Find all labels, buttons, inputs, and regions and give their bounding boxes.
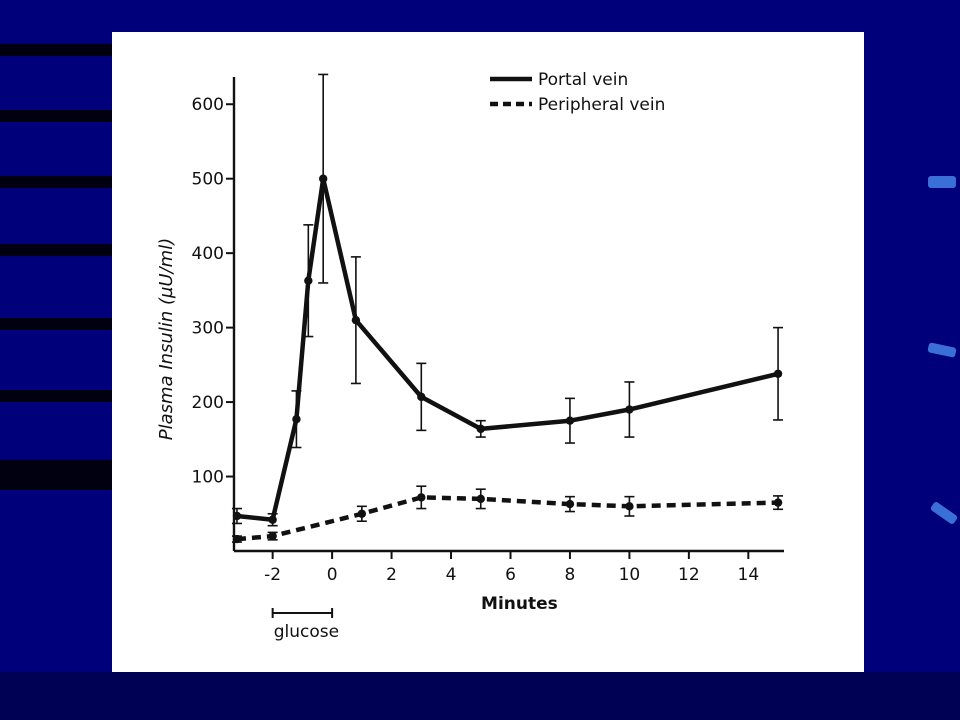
peripheral-vein-point: [773, 498, 783, 507]
portal-vein-point: [351, 315, 361, 325]
x-tick-label: 0: [327, 565, 338, 585]
portal-vein-point: [304, 276, 313, 285]
portal-vein-line: [236, 176, 779, 522]
background-stripe: [0, 110, 112, 122]
background-stripe: [0, 318, 112, 330]
x-tick-label: 4: [446, 565, 457, 585]
portal-vein-point: [268, 515, 277, 524]
decorative-accent-bar: [927, 342, 957, 358]
y-tick-label: 200: [192, 393, 224, 413]
peripheral-vein-point: [565, 499, 575, 509]
background-stripe: [0, 44, 112, 56]
decorative-accent-bar: [929, 500, 959, 526]
figure-panel: 100 200 300 400 500 600 -2 0 2 4 6 8 10 12 14 Portal v…: [112, 32, 864, 672]
x-tick-label: 6: [505, 565, 516, 585]
x-tick-label: 8: [565, 565, 576, 585]
background-stripe: [0, 390, 112, 402]
portal-vein-point: [318, 174, 328, 183]
glucose-annotation-label: glucose: [274, 622, 339, 642]
x-tick-label: -2: [264, 565, 281, 585]
portal-vein-point: [292, 415, 301, 424]
peripheral-vein-point: [357, 509, 367, 518]
y-tick-label: 100: [192, 468, 224, 488]
portal-vein-point: [232, 511, 242, 521]
portal-vein-point: [476, 424, 485, 434]
portal-vein-point: [565, 416, 575, 425]
peripheral-vein-point: [232, 534, 242, 544]
y-tick-label: 600: [192, 95, 224, 115]
portal-vein-point: [417, 392, 426, 402]
x-tick-label: 2: [386, 565, 397, 585]
x-tick-label: 10: [619, 565, 641, 585]
peripheral-vein-point: [625, 502, 634, 511]
background-band: [0, 672, 960, 720]
portal-vein-point: [773, 369, 783, 378]
x-tick-label: 12: [678, 565, 700, 585]
peripheral-vein-point: [476, 494, 485, 504]
y-tick-label: 400: [192, 244, 224, 264]
y-axis-label: Plasma Insulin (µU/ml): [156, 238, 177, 440]
x-axis-label: Minutes: [481, 594, 558, 614]
insulin-line-chart: 100 200 300 400 500 600 -2 0 2 4 6 8 10 12 14 Portal v…: [156, 70, 784, 642]
peripheral-vein-line: [236, 495, 779, 542]
x-tick-label: 14: [738, 565, 760, 585]
y-tick-label: 500: [192, 170, 224, 190]
legend-label-portal-vein: Portal vein: [538, 70, 628, 90]
background-stripe: [0, 244, 112, 256]
y-tick-label: 300: [192, 319, 224, 339]
peripheral-vein-point: [268, 531, 277, 541]
portal-vein-point: [625, 405, 634, 414]
background-stripe: [0, 176, 112, 188]
peripheral-vein-point: [417, 493, 426, 502]
background-stripe: [0, 460, 112, 490]
decorative-accent-bar: [928, 176, 956, 188]
legend-label-peripheral-vein: Peripheral vein: [538, 95, 665, 115]
